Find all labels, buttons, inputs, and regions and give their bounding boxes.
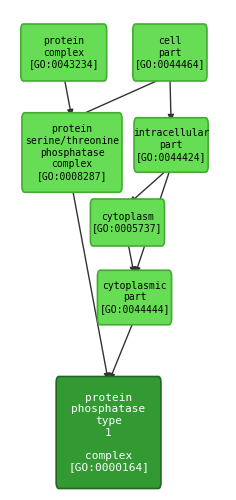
Text: cell
part
[GO:0044464]: cell part [GO:0044464] [135,36,205,69]
FancyBboxPatch shape [90,199,164,246]
FancyBboxPatch shape [22,113,122,192]
FancyBboxPatch shape [133,24,207,81]
Text: protein
phosphatase
type
1

complex
[GO:0000164]: protein phosphatase type 1 complex [GO:0… [68,392,149,472]
Text: intracellular
part
[GO:0044424]: intracellular part [GO:0044424] [133,128,209,162]
FancyBboxPatch shape [21,24,107,81]
FancyBboxPatch shape [97,270,172,325]
FancyBboxPatch shape [56,376,161,488]
Text: protein
serine/threonine
phosphatase
complex
[GO:0008287]: protein serine/threonine phosphatase com… [25,124,119,180]
Text: protein
complex
[GO:0043234]: protein complex [GO:0043234] [29,36,99,69]
Text: cytoplasmic
part
[GO:0044444]: cytoplasmic part [GO:0044444] [99,281,170,314]
Text: cytoplasm
[GO:0005737]: cytoplasm [GO:0005737] [92,212,163,234]
FancyBboxPatch shape [134,118,208,172]
